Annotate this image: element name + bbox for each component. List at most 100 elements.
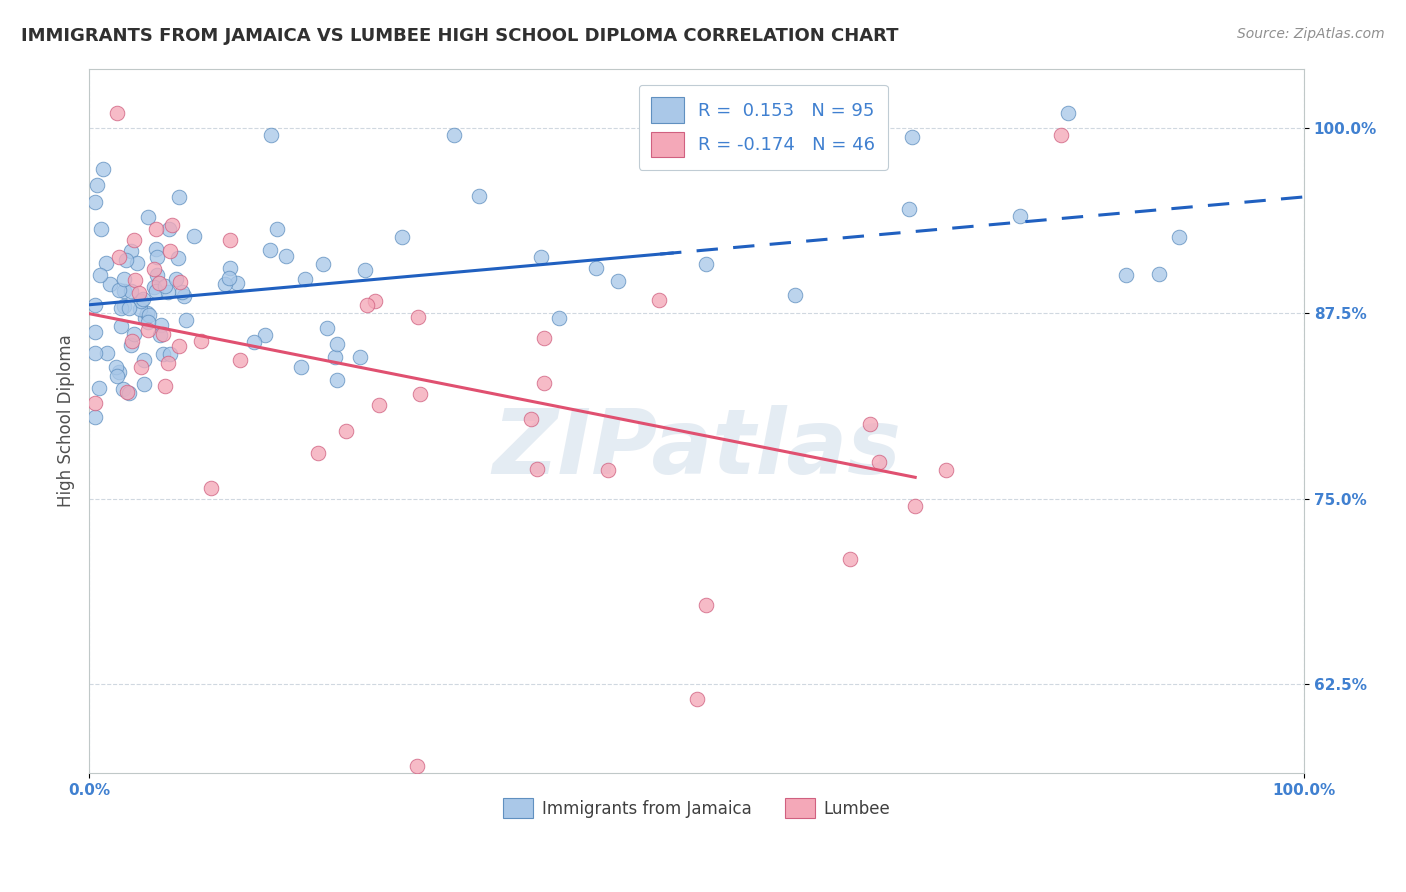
Point <box>146 250 169 264</box>
Point <box>326 373 349 387</box>
Point <box>118 301 141 315</box>
Point <box>89 268 111 282</box>
Point <box>839 551 862 566</box>
Point <box>290 359 312 374</box>
Point <box>519 412 541 426</box>
Point <box>368 398 391 412</box>
Point <box>128 286 150 301</box>
Point <box>152 326 174 341</box>
Point <box>607 274 630 288</box>
Point <box>174 312 197 326</box>
Point <box>120 338 142 352</box>
Point <box>156 356 179 370</box>
Point <box>96 345 118 359</box>
Point <box>173 289 195 303</box>
Point <box>84 409 107 424</box>
Point <box>153 379 176 393</box>
Point <box>149 328 172 343</box>
Point <box>122 326 145 341</box>
Point <box>1115 268 1137 282</box>
Point <box>294 271 316 285</box>
Point <box>112 272 135 286</box>
Point <box>598 463 620 477</box>
Point <box>108 366 131 380</box>
Point <box>165 271 187 285</box>
Point <box>159 244 181 259</box>
Point <box>172 285 194 299</box>
Point <box>132 376 155 391</box>
Point <box>901 129 924 144</box>
Point <box>260 128 283 143</box>
Point <box>160 219 183 233</box>
Point <box>695 257 717 271</box>
Point <box>406 759 429 773</box>
Point <box>94 256 117 270</box>
Point <box>143 280 166 294</box>
Point <box>226 276 249 290</box>
Point <box>312 257 335 271</box>
Point <box>145 284 167 298</box>
Point <box>391 230 413 244</box>
Point <box>129 294 152 309</box>
Point <box>1168 230 1191 244</box>
Point <box>122 233 145 247</box>
Point <box>117 386 139 401</box>
Point <box>1147 267 1170 281</box>
Point <box>276 249 298 263</box>
Point <box>266 221 288 235</box>
Point <box>1010 209 1032 223</box>
Point <box>132 353 155 368</box>
Point <box>183 229 205 244</box>
Point <box>86 178 108 192</box>
Point <box>143 262 166 277</box>
Text: ZIPatlas: ZIPatlas <box>492 405 901 493</box>
Point <box>120 284 142 298</box>
Point <box>149 318 172 333</box>
Point <box>110 301 132 315</box>
Point <box>108 250 131 264</box>
Point <box>152 347 174 361</box>
Point <box>858 417 880 431</box>
Point <box>526 461 548 475</box>
Point <box>898 202 921 216</box>
Point <box>112 382 135 396</box>
Point <box>120 244 142 258</box>
Point <box>127 256 149 270</box>
Point <box>904 500 927 514</box>
Legend: Immigrants from Jamaica, Lumbee: Immigrants from Jamaica, Lumbee <box>496 791 897 825</box>
Point <box>229 353 252 368</box>
Point <box>91 161 114 176</box>
Point <box>533 376 555 391</box>
Point <box>121 334 143 348</box>
Point <box>533 331 555 345</box>
Point <box>218 271 240 285</box>
Point <box>468 189 491 203</box>
Point <box>364 294 387 309</box>
Point <box>108 283 131 297</box>
Point <box>785 288 807 302</box>
Point <box>326 337 349 351</box>
Point <box>110 318 132 333</box>
Point <box>155 279 177 293</box>
Point <box>87 381 110 395</box>
Point <box>84 396 107 410</box>
Point <box>868 455 890 469</box>
Point <box>935 463 957 477</box>
Point <box>146 268 169 282</box>
Point <box>167 251 190 265</box>
Point <box>259 243 281 257</box>
Point <box>84 345 107 359</box>
Y-axis label: High School Diploma: High School Diploma <box>58 334 75 508</box>
Point <box>136 306 159 320</box>
Point <box>316 321 339 335</box>
Point <box>200 481 222 495</box>
Point <box>156 285 179 300</box>
Point <box>105 369 128 384</box>
Point <box>132 292 155 306</box>
Point <box>84 195 107 210</box>
Point <box>335 424 357 438</box>
Point <box>145 242 167 256</box>
Point <box>169 339 191 353</box>
Point <box>128 302 150 317</box>
Point <box>443 128 465 143</box>
